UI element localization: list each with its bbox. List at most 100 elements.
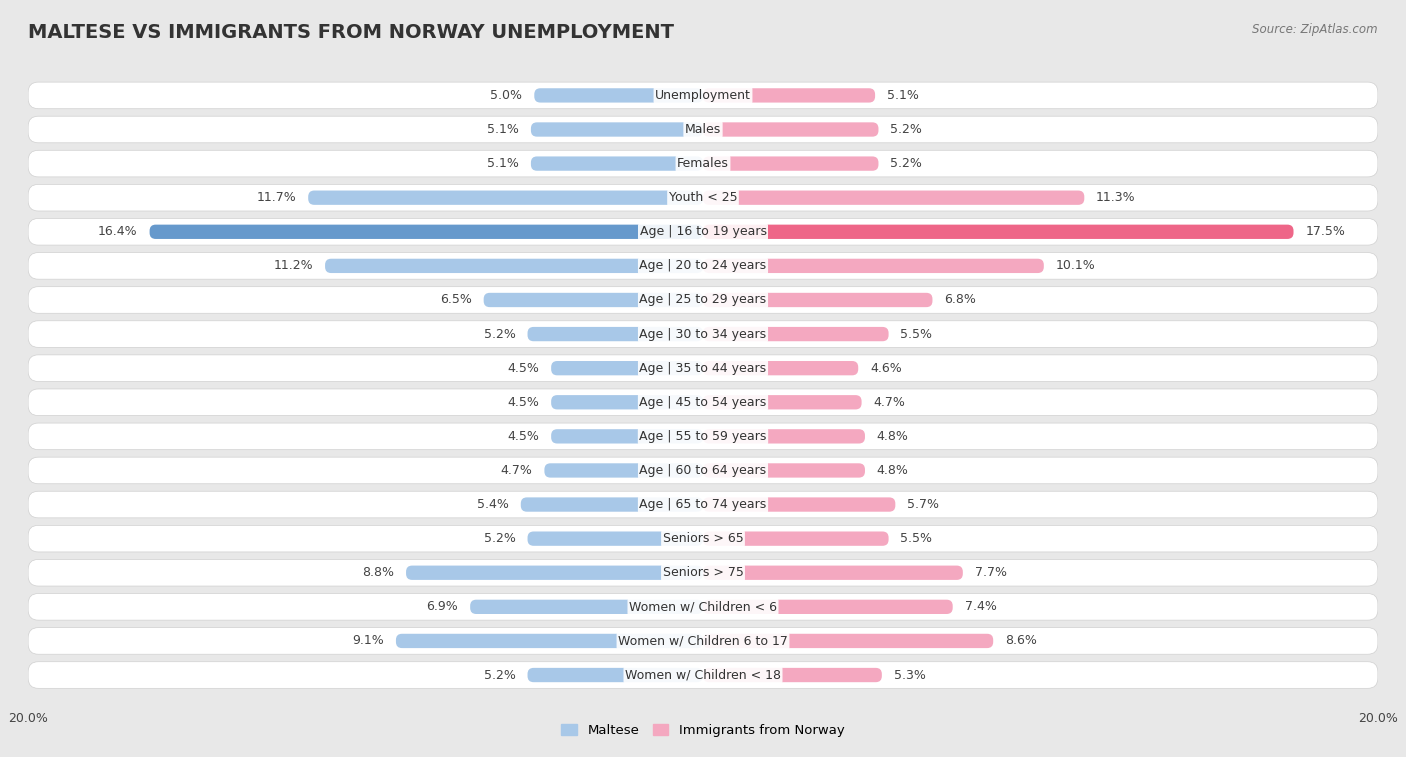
- Text: Females: Females: [678, 157, 728, 170]
- FancyBboxPatch shape: [484, 293, 703, 307]
- Text: 16.4%: 16.4%: [98, 226, 138, 238]
- Text: 5.2%: 5.2%: [890, 157, 922, 170]
- FancyBboxPatch shape: [703, 429, 865, 444]
- Text: 5.2%: 5.2%: [484, 328, 516, 341]
- FancyBboxPatch shape: [703, 668, 882, 682]
- FancyBboxPatch shape: [28, 525, 1378, 552]
- FancyBboxPatch shape: [28, 117, 1378, 143]
- Text: 11.2%: 11.2%: [274, 260, 314, 273]
- FancyBboxPatch shape: [703, 531, 889, 546]
- Text: 4.7%: 4.7%: [873, 396, 905, 409]
- FancyBboxPatch shape: [28, 287, 1378, 313]
- Text: 5.5%: 5.5%: [900, 328, 932, 341]
- FancyBboxPatch shape: [703, 497, 896, 512]
- Text: Women w/ Children < 6: Women w/ Children < 6: [628, 600, 778, 613]
- Text: 4.5%: 4.5%: [508, 396, 540, 409]
- Text: Age | 30 to 34 years: Age | 30 to 34 years: [640, 328, 766, 341]
- FancyBboxPatch shape: [531, 157, 703, 171]
- FancyBboxPatch shape: [703, 463, 865, 478]
- FancyBboxPatch shape: [544, 463, 703, 478]
- FancyBboxPatch shape: [149, 225, 703, 239]
- Text: Youth < 25: Youth < 25: [669, 192, 737, 204]
- FancyBboxPatch shape: [28, 628, 1378, 654]
- FancyBboxPatch shape: [527, 327, 703, 341]
- Text: Age | 35 to 44 years: Age | 35 to 44 years: [640, 362, 766, 375]
- Text: 5.2%: 5.2%: [484, 668, 516, 681]
- Text: 5.7%: 5.7%: [907, 498, 939, 511]
- Text: Women w/ Children < 18: Women w/ Children < 18: [626, 668, 780, 681]
- FancyBboxPatch shape: [28, 253, 1378, 279]
- FancyBboxPatch shape: [28, 593, 1378, 620]
- Text: 5.2%: 5.2%: [484, 532, 516, 545]
- Legend: Maltese, Immigrants from Norway: Maltese, Immigrants from Norway: [555, 718, 851, 742]
- FancyBboxPatch shape: [703, 157, 879, 171]
- FancyBboxPatch shape: [703, 565, 963, 580]
- Text: 5.5%: 5.5%: [900, 532, 932, 545]
- FancyBboxPatch shape: [551, 395, 703, 410]
- FancyBboxPatch shape: [28, 219, 1378, 245]
- FancyBboxPatch shape: [28, 457, 1378, 484]
- FancyBboxPatch shape: [28, 82, 1378, 109]
- FancyBboxPatch shape: [28, 355, 1378, 382]
- FancyBboxPatch shape: [703, 361, 858, 375]
- Text: 5.4%: 5.4%: [477, 498, 509, 511]
- FancyBboxPatch shape: [703, 600, 953, 614]
- Text: 8.8%: 8.8%: [363, 566, 394, 579]
- Text: Unemployment: Unemployment: [655, 89, 751, 102]
- FancyBboxPatch shape: [28, 151, 1378, 177]
- FancyBboxPatch shape: [470, 600, 703, 614]
- FancyBboxPatch shape: [28, 185, 1378, 211]
- FancyBboxPatch shape: [703, 293, 932, 307]
- FancyBboxPatch shape: [551, 429, 703, 444]
- FancyBboxPatch shape: [703, 395, 862, 410]
- FancyBboxPatch shape: [325, 259, 703, 273]
- FancyBboxPatch shape: [28, 559, 1378, 586]
- FancyBboxPatch shape: [28, 389, 1378, 416]
- Text: 4.8%: 4.8%: [877, 464, 908, 477]
- FancyBboxPatch shape: [531, 123, 703, 137]
- Text: Source: ZipAtlas.com: Source: ZipAtlas.com: [1253, 23, 1378, 36]
- FancyBboxPatch shape: [396, 634, 703, 648]
- Text: 11.3%: 11.3%: [1097, 192, 1136, 204]
- Text: 4.8%: 4.8%: [877, 430, 908, 443]
- FancyBboxPatch shape: [527, 668, 703, 682]
- Text: Seniors > 65: Seniors > 65: [662, 532, 744, 545]
- FancyBboxPatch shape: [703, 191, 1084, 205]
- Text: 4.5%: 4.5%: [508, 430, 540, 443]
- FancyBboxPatch shape: [308, 191, 703, 205]
- FancyBboxPatch shape: [551, 361, 703, 375]
- FancyBboxPatch shape: [703, 259, 1043, 273]
- Text: Males: Males: [685, 123, 721, 136]
- Text: 6.9%: 6.9%: [426, 600, 458, 613]
- FancyBboxPatch shape: [406, 565, 703, 580]
- Text: 10.1%: 10.1%: [1056, 260, 1095, 273]
- FancyBboxPatch shape: [527, 531, 703, 546]
- Text: 5.2%: 5.2%: [890, 123, 922, 136]
- Text: 5.0%: 5.0%: [491, 89, 523, 102]
- Text: Women w/ Children 6 to 17: Women w/ Children 6 to 17: [619, 634, 787, 647]
- Text: 5.1%: 5.1%: [488, 157, 519, 170]
- Text: Age | 45 to 54 years: Age | 45 to 54 years: [640, 396, 766, 409]
- FancyBboxPatch shape: [703, 89, 875, 102]
- Text: 5.3%: 5.3%: [894, 668, 925, 681]
- FancyBboxPatch shape: [703, 634, 993, 648]
- Text: MALTESE VS IMMIGRANTS FROM NORWAY UNEMPLOYMENT: MALTESE VS IMMIGRANTS FROM NORWAY UNEMPL…: [28, 23, 673, 42]
- Text: Age | 20 to 24 years: Age | 20 to 24 years: [640, 260, 766, 273]
- Text: 7.7%: 7.7%: [974, 566, 1007, 579]
- Text: 17.5%: 17.5%: [1305, 226, 1346, 238]
- FancyBboxPatch shape: [703, 327, 889, 341]
- FancyBboxPatch shape: [703, 225, 1294, 239]
- FancyBboxPatch shape: [28, 423, 1378, 450]
- Text: 6.5%: 6.5%: [440, 294, 472, 307]
- Text: 4.5%: 4.5%: [508, 362, 540, 375]
- FancyBboxPatch shape: [28, 662, 1378, 688]
- Text: 4.6%: 4.6%: [870, 362, 901, 375]
- Text: Age | 60 to 64 years: Age | 60 to 64 years: [640, 464, 766, 477]
- Text: 9.1%: 9.1%: [353, 634, 384, 647]
- Text: 6.8%: 6.8%: [945, 294, 976, 307]
- Text: Age | 65 to 74 years: Age | 65 to 74 years: [640, 498, 766, 511]
- Text: Age | 16 to 19 years: Age | 16 to 19 years: [640, 226, 766, 238]
- Text: 5.1%: 5.1%: [887, 89, 918, 102]
- Text: Age | 55 to 59 years: Age | 55 to 59 years: [640, 430, 766, 443]
- FancyBboxPatch shape: [520, 497, 703, 512]
